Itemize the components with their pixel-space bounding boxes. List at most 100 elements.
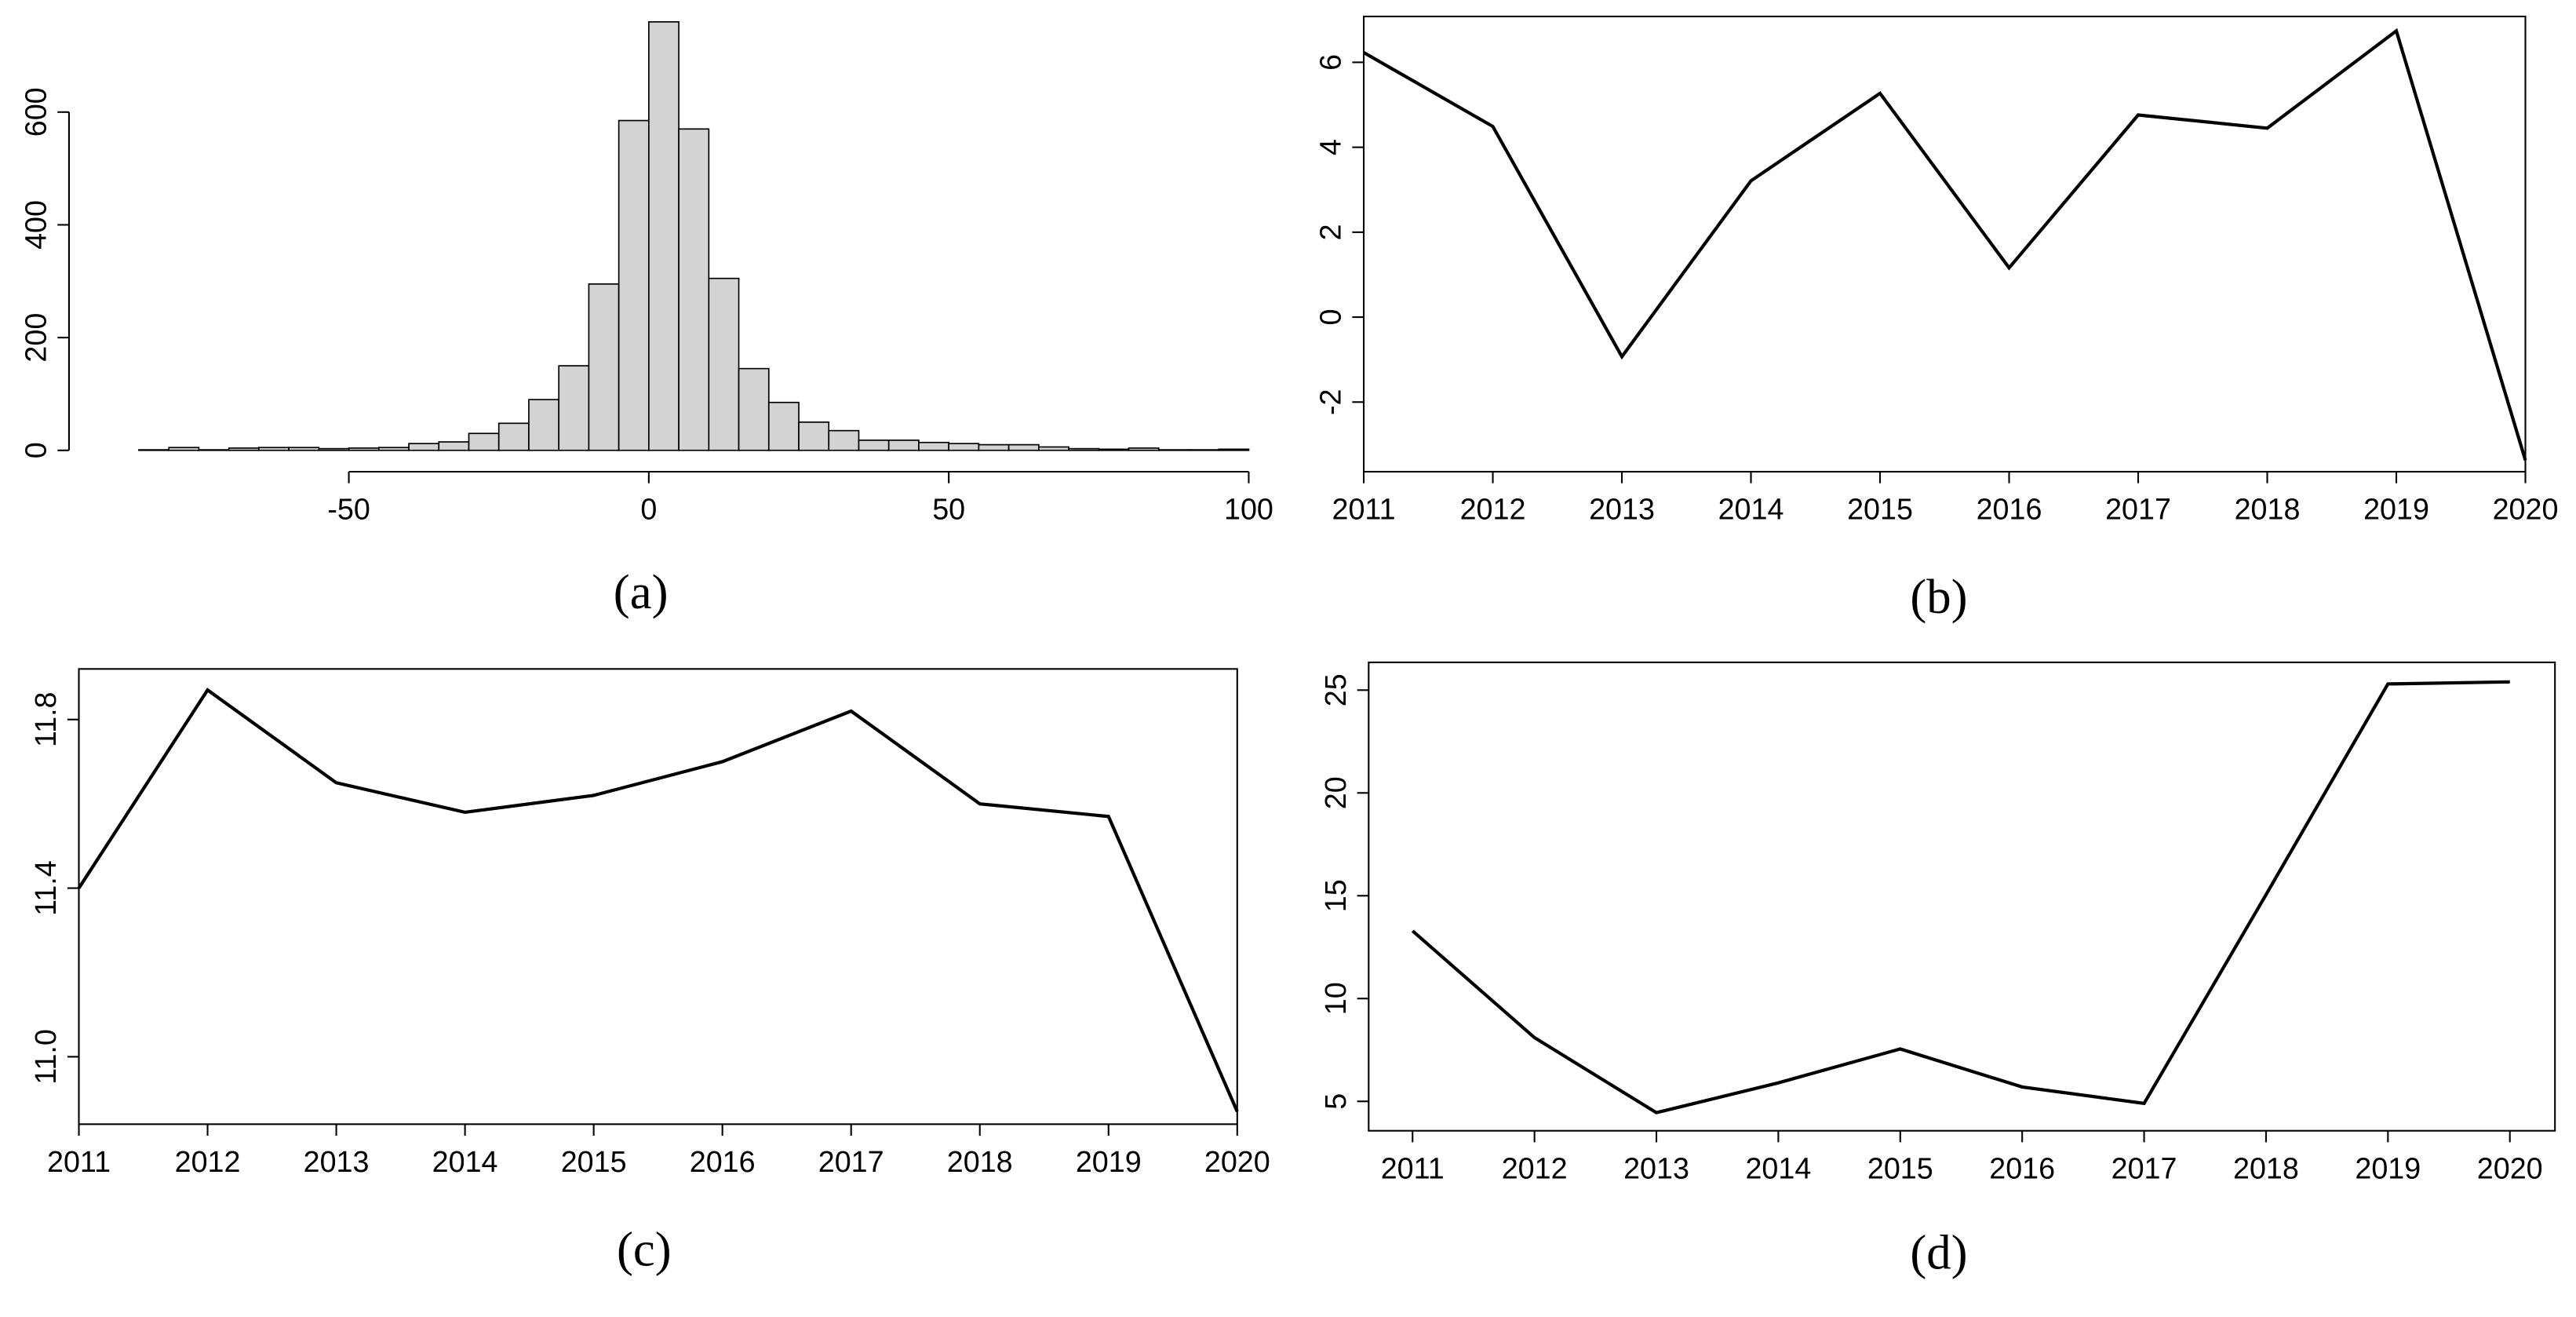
x-tick-label: 2013 bbox=[1589, 493, 1655, 526]
x-tick-label: -50 bbox=[327, 493, 370, 526]
bar bbox=[198, 449, 230, 451]
y-tick-label: 400 bbox=[20, 200, 53, 250]
bar bbox=[1218, 448, 1250, 451]
x-tick-label: 2011 bbox=[1381, 1151, 1445, 1184]
caption: (d) bbox=[1910, 1225, 1967, 1280]
x-tick-label: 100 bbox=[1224, 493, 1273, 526]
bar bbox=[288, 447, 320, 451]
y-tick-label: 5 bbox=[1319, 1093, 1352, 1110]
bar bbox=[1128, 447, 1160, 451]
bar bbox=[1007, 443, 1040, 451]
y-tick-label: 11.8 bbox=[29, 691, 62, 747]
y-tick-label: 20 bbox=[1319, 776, 1352, 809]
bar bbox=[798, 421, 830, 451]
bar bbox=[168, 447, 200, 451]
x-tick-label: 2019 bbox=[2363, 493, 2429, 526]
line bbox=[77, 688, 1239, 1113]
caption: (b) bbox=[1910, 569, 1967, 624]
bar bbox=[138, 449, 170, 451]
x-tick-label: 2019 bbox=[1076, 1145, 1142, 1178]
y-tick-label: 600 bbox=[20, 87, 53, 137]
bar bbox=[1098, 448, 1130, 451]
x-tick-label: 2016 bbox=[1977, 493, 2042, 526]
y-tick-label: 11.4 bbox=[29, 860, 62, 916]
y-tick-label: 15 bbox=[1319, 879, 1352, 912]
x-tick-label: 2012 bbox=[175, 1145, 241, 1178]
plot-frame bbox=[78, 668, 1238, 1125]
y-tick-label: 200 bbox=[20, 313, 53, 363]
bar bbox=[828, 429, 860, 451]
x-tick-label: 2020 bbox=[2477, 1151, 2543, 1184]
bar bbox=[858, 440, 890, 451]
bar bbox=[918, 441, 949, 451]
bar bbox=[438, 441, 470, 451]
line bbox=[1362, 27, 2527, 461]
x-tick-label: 2016 bbox=[1989, 1151, 2055, 1184]
x-tick-label: 2011 bbox=[1332, 493, 1396, 526]
bar bbox=[258, 447, 290, 451]
bar bbox=[767, 401, 800, 451]
bar bbox=[1068, 447, 1100, 451]
x-tick-label: 2019 bbox=[2355, 1151, 2421, 1184]
x-tick-label: 2020 bbox=[1204, 1145, 1270, 1178]
x-tick-label: 2020 bbox=[2493, 493, 2559, 526]
x-tick-label: 0 bbox=[640, 493, 657, 526]
x-tick-label: 2012 bbox=[1460, 493, 1526, 526]
bar bbox=[228, 447, 260, 451]
bar bbox=[887, 440, 920, 451]
y-tick-label: 10 bbox=[1319, 982, 1352, 1015]
x-tick-label: 2018 bbox=[2233, 1151, 2299, 1184]
x-tick-label: 2012 bbox=[1502, 1151, 1568, 1184]
x-tick-label: 2017 bbox=[2105, 493, 2171, 526]
y-tick-label: 6 bbox=[1314, 54, 1347, 71]
x-tick-label: 2014 bbox=[1718, 493, 1784, 526]
bar bbox=[528, 399, 560, 451]
bar bbox=[408, 443, 440, 451]
bar bbox=[558, 365, 590, 451]
caption: (c) bbox=[617, 1221, 672, 1276]
x-tick-label: 2015 bbox=[1847, 493, 1913, 526]
bar bbox=[497, 422, 530, 451]
plot-frame bbox=[1362, 15, 2527, 473]
x-tick-label: 2014 bbox=[432, 1145, 498, 1178]
bar bbox=[588, 283, 620, 451]
bar bbox=[678, 128, 710, 451]
x-tick-label: 2017 bbox=[818, 1145, 884, 1178]
x-tick-label: 2018 bbox=[2235, 493, 2301, 526]
caption: (a) bbox=[614, 564, 669, 619]
x-tick-label: 2015 bbox=[1867, 1151, 1933, 1184]
x-tick-label: 2014 bbox=[1745, 1151, 1811, 1184]
x-tick-label: 2013 bbox=[304, 1145, 370, 1178]
bar bbox=[978, 443, 1010, 451]
x-tick-label: 2015 bbox=[561, 1145, 627, 1178]
y-tick-label: 0 bbox=[1314, 309, 1347, 326]
bar bbox=[318, 447, 350, 451]
bar bbox=[618, 119, 650, 451]
x-tick-label: 2011 bbox=[47, 1145, 111, 1178]
y-tick-label: 2 bbox=[1314, 224, 1347, 240]
bar bbox=[468, 432, 500, 451]
bar bbox=[377, 447, 410, 451]
x-tick-label: 2018 bbox=[947, 1145, 1013, 1178]
y-tick-label: 25 bbox=[1319, 673, 1352, 706]
x-tick-label: 50 bbox=[932, 493, 965, 526]
y-tick-label: 0 bbox=[20, 442, 53, 458]
bar bbox=[648, 21, 680, 451]
line bbox=[1411, 680, 2510, 1115]
y-tick-label: -2 bbox=[1314, 389, 1347, 416]
bar bbox=[948, 443, 980, 451]
bar bbox=[708, 277, 740, 451]
bar bbox=[1188, 449, 1220, 451]
x-tick-label: 2017 bbox=[2111, 1151, 2177, 1184]
x-tick-label: 2016 bbox=[690, 1145, 756, 1178]
bar bbox=[348, 447, 380, 451]
x-tick-label: 2013 bbox=[1623, 1151, 1689, 1184]
bar bbox=[1038, 446, 1069, 451]
y-tick-label: 11.0 bbox=[29, 1029, 62, 1085]
bar bbox=[1157, 449, 1190, 451]
plot-frame bbox=[1368, 661, 2556, 1132]
bar bbox=[738, 367, 770, 451]
y-tick-label: 4 bbox=[1314, 139, 1347, 155]
